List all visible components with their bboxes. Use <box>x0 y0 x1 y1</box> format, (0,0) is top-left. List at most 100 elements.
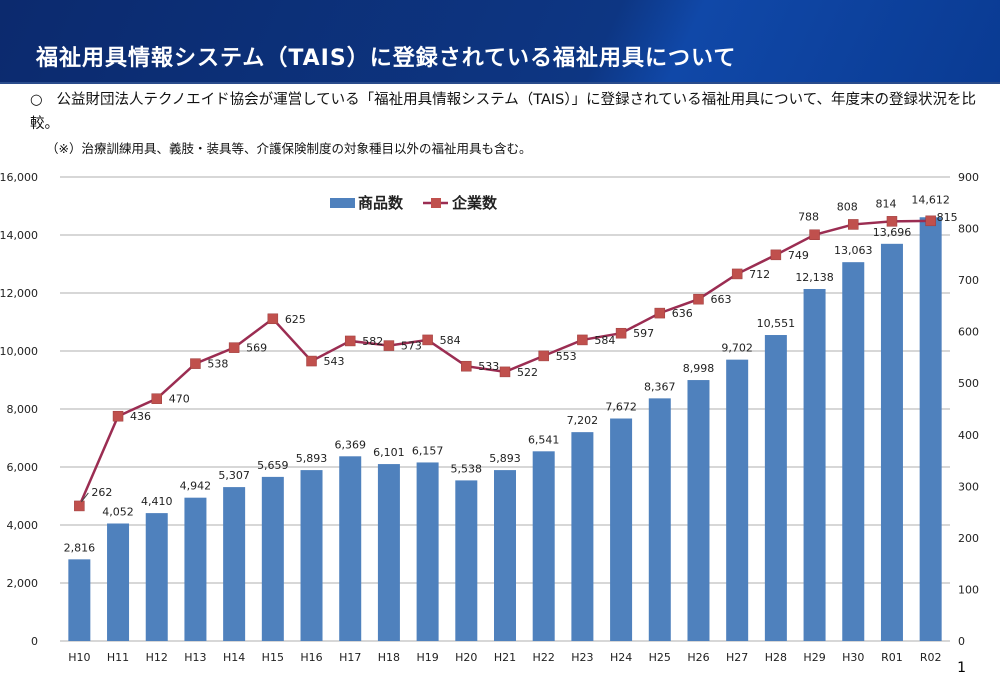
line-marker <box>809 229 820 240</box>
line-marker <box>770 249 782 261</box>
y-left-tick-label: 10,000 <box>0 345 38 358</box>
line-data-label: 814 <box>875 197 896 210</box>
bullet: ○ <box>30 92 43 108</box>
bar <box>455 480 478 641</box>
y-right-tick-label: 100 <box>958 583 979 596</box>
x-tick-label: H24 <box>610 651 632 664</box>
line-data-label: 749 <box>788 249 809 262</box>
y-left-tick-label: 2,000 <box>7 577 39 590</box>
bar <box>803 288 826 641</box>
line-data-label: 573 <box>401 340 422 353</box>
line-marker <box>306 355 317 367</box>
title-banner: 福祉用具情報システム（TAIS）に登録されている福祉用具について <box>0 0 1000 84</box>
line-data-label: 636 <box>672 307 693 320</box>
legend-swatch-bar <box>330 198 355 208</box>
line-data-label: 788 <box>798 211 819 224</box>
description: ○ 公益財団法人テクノエイド協会が運営している「福祉用具情報システム（TAIS）… <box>30 88 990 136</box>
bar <box>416 462 439 641</box>
line-marker <box>693 293 704 305</box>
bar <box>726 359 749 641</box>
x-tick-label: H23 <box>571 651 593 664</box>
bar <box>261 476 284 641</box>
page-number: 1 <box>957 660 966 676</box>
bar <box>68 559 91 641</box>
bar <box>223 487 246 641</box>
x-tick-label: H26 <box>687 651 709 664</box>
bar-data-label: 4,942 <box>180 480 212 493</box>
x-tick-label: H25 <box>649 651 671 664</box>
legend-label: 企業数 <box>451 194 498 212</box>
line-marker <box>344 335 356 347</box>
x-tick-label: H29 <box>803 651 825 664</box>
x-tick-label: H14 <box>223 651 245 664</box>
line-marker <box>499 366 511 378</box>
bar-data-label: 10,551 <box>757 317 796 330</box>
bar <box>880 243 903 642</box>
bar <box>107 523 130 641</box>
line-data-label: 553 <box>556 350 577 363</box>
bar-data-label: 6,101 <box>373 446 405 459</box>
bar-data-label: 6,541 <box>528 433 560 446</box>
bar-data-label: 8,367 <box>644 380 676 393</box>
bar-data-label: 7,672 <box>605 401 637 414</box>
legend-label: 商品数 <box>358 194 404 212</box>
bar-data-label: 5,659 <box>257 459 289 472</box>
line-data-label: 808 <box>837 200 858 213</box>
y-right-tick-label: 800 <box>958 223 979 236</box>
line-data-label: 522 <box>517 366 538 379</box>
bar <box>571 432 594 641</box>
y-right-tick-label: 900 <box>958 171 979 184</box>
bar <box>532 451 555 641</box>
line-data-label: 712 <box>749 268 770 281</box>
line-marker <box>422 334 433 346</box>
bar-data-label: 4,052 <box>102 505 134 518</box>
x-tick-label: H22 <box>533 651 555 664</box>
x-tick-label: H10 <box>68 651 90 664</box>
bar <box>648 398 671 641</box>
leader-line <box>80 492 89 503</box>
x-tick-label: H21 <box>494 651 516 664</box>
line-data-label: 584 <box>440 334 461 347</box>
bar <box>842 262 865 641</box>
bar-data-label: 2,816 <box>64 541 96 554</box>
x-tick-label: H16 <box>300 651 322 664</box>
x-tick-label: H27 <box>726 651 748 664</box>
line-data-label: 436 <box>130 410 151 423</box>
bar <box>687 380 710 641</box>
bar-data-label: 5,307 <box>218 469 250 482</box>
line-marker <box>615 327 627 339</box>
x-tick-label: H30 <box>842 651 864 664</box>
bar-data-label: 9,702 <box>721 342 753 355</box>
x-tick-label: H13 <box>184 651 206 664</box>
bar <box>184 497 207 641</box>
line-marker <box>654 307 666 319</box>
bar-data-label: 6,369 <box>334 438 366 451</box>
bar-data-label: 7,202 <box>567 414 599 427</box>
y-right-tick-label: 300 <box>958 480 979 493</box>
bar-data-label: 13,696 <box>873 226 912 239</box>
x-tick-label: H18 <box>378 651 400 664</box>
x-tick-label: H12 <box>146 651 168 664</box>
bar <box>610 418 633 641</box>
line-marker <box>848 219 859 230</box>
bar <box>919 217 942 641</box>
line-marker <box>538 350 549 362</box>
line-data-label: 543 <box>324 355 345 368</box>
note: （※）治療訓練用具、義肢・装具等、介護保険制度の対象種目以外の福祉用具も含む。 <box>46 141 532 156</box>
bar-data-label: 14,612 <box>911 193 950 206</box>
bar-data-label: 12,138 <box>795 271 834 284</box>
line-data-label: 470 <box>169 393 190 406</box>
line-data-label: 625 <box>285 313 306 326</box>
x-tick-label: H17 <box>339 651 361 664</box>
bar-data-label: 5,893 <box>489 452 521 465</box>
bar <box>339 456 362 641</box>
bar-data-label: 8,998 <box>683 362 715 375</box>
bar <box>494 470 516 641</box>
y-right-tick-label: 600 <box>958 326 979 339</box>
line-marker <box>925 215 936 227</box>
line-marker <box>886 216 898 227</box>
bar <box>377 464 400 641</box>
line-data-label: 538 <box>207 358 228 371</box>
x-tick-label: H11 <box>107 651 129 664</box>
